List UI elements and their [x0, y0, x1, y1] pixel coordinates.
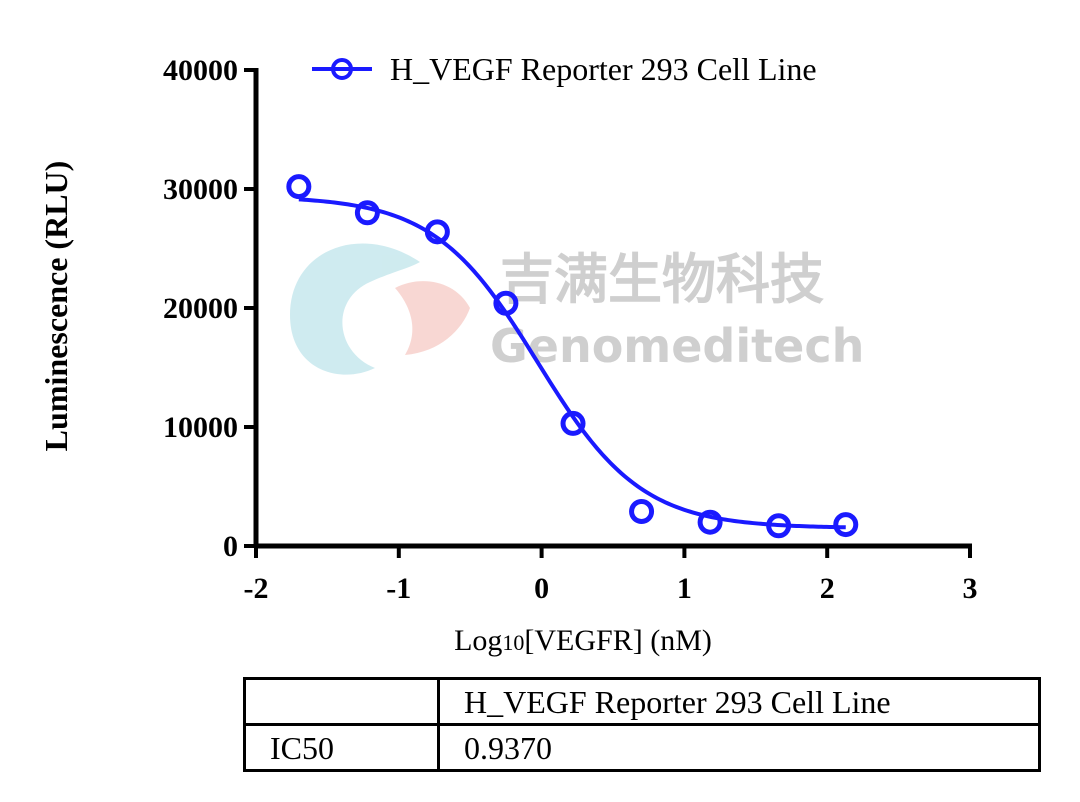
data-point	[560, 410, 586, 436]
ic50-table: H_VEGF Reporter 293 Cell Line IC50 0.937…	[243, 677, 1041, 772]
data-point	[493, 290, 519, 316]
x-tick-label: -1	[386, 572, 411, 605]
table-row: IC50 0.9370	[243, 723, 1041, 772]
watermark-logo	[290, 243, 470, 375]
data-point	[697, 509, 723, 535]
watermark-chinese: 吉满生物科技	[500, 248, 824, 311]
y-tick-label: 10000	[163, 411, 238, 444]
legend-label: H_VEGF Reporter 293 Cell Line	[390, 51, 817, 87]
y-tick-label: 30000	[163, 173, 238, 206]
data-point	[766, 513, 792, 539]
x-tick-label: 1	[677, 572, 692, 605]
y-axis-title: Luminescence (RLU)	[38, 161, 74, 452]
x-axis-title-subscript: 10	[502, 630, 524, 655]
x-tick-label: 0	[534, 572, 549, 605]
table-cell-ic50-label: IC50	[243, 723, 440, 772]
table-cell-ic50-value: 0.9370	[437, 723, 1041, 772]
y-tick-label: 20000	[163, 292, 238, 325]
data-point	[286, 174, 312, 200]
x-tick-label: 3	[963, 572, 978, 605]
data-points-layer	[286, 174, 859, 539]
x-axis-title-suffix: [VEGFR] (nM)	[524, 624, 712, 657]
x-axis-title-prefix: Log	[454, 624, 502, 657]
dose-response-chart: 吉满生物科技 Genomeditech -2 -1 0 1 2 3 0 10000 20000 3…	[38, 51, 978, 657]
x-tick-label: 2	[820, 572, 835, 605]
x-axis-title: Log10[VEGFR] (nM)	[454, 624, 712, 657]
data-point	[424, 219, 450, 245]
legend-marker-swatch	[331, 58, 353, 80]
table-header-cell-cell-line: H_VEGF Reporter 293 Cell Line	[437, 677, 1041, 726]
x-tick-label: -2	[244, 572, 269, 605]
watermark: 吉满生物科技 Genomeditech	[290, 243, 864, 375]
table-header-row: H_VEGF Reporter 293 Cell Line	[243, 677, 1041, 726]
y-tick-label: 0	[223, 530, 238, 563]
data-point	[629, 498, 655, 524]
axes: -2 -1 0 1 2 3 0 10000 20000 30000 40000	[163, 54, 978, 605]
data-point	[833, 512, 859, 538]
legend: H_VEGF Reporter 293 Cell Line	[312, 51, 817, 87]
watermark-english: Genomeditech	[490, 319, 864, 373]
table-header-cell-empty	[243, 677, 440, 726]
y-tick-label: 40000	[163, 54, 238, 87]
data-point	[354, 200, 380, 226]
